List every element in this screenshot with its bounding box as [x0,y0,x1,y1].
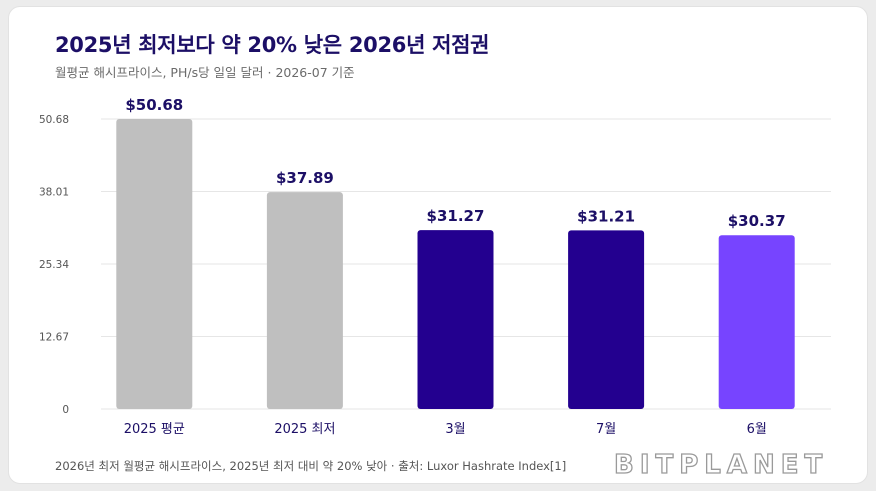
y-tick-label: 38.01 [39,187,69,199]
bar-value-label: $31.21 [577,207,635,225]
bar [718,235,795,409]
value-labels: $50.68 $37.89 $31.27 $31.21 $30.37 [125,96,785,230]
x-category-label: 6월 [747,422,767,437]
y-tick-label: 0 [62,404,69,416]
x-category-label: 2025 최저 [274,422,335,437]
bar [568,230,645,409]
x-axis-labels: 2025 평균 2025 최저 3월 7월 6월 [124,422,767,437]
chart-title: 2025년 최저보다 약 20% 낮은 2026년 저점권 [55,33,490,57]
y-tick-label: 25.34 [39,259,69,271]
footer-source-note: 2026년 최저 월평균 해시프라이스, 2025년 최저 대비 약 20% 낮… [55,459,567,473]
y-tick-label: 12.67 [39,332,69,344]
chart-card: 2025년 최저보다 약 20% 낮은 2026년 저점권 월평균 해시프라이스… [8,6,868,484]
y-axis-ticks: 0 12.67 25.34 38.01 50.68 [39,114,69,416]
x-category-label: 3월 [445,422,465,437]
bar-value-label: $37.89 [276,169,334,187]
bars [116,119,795,409]
bar [116,119,193,409]
y-tick-label: 50.68 [39,114,69,126]
bar [266,192,343,409]
bar-value-label: $31.27 [427,207,485,225]
bar-value-label: $50.68 [125,96,183,114]
bar-chart: 0 12.67 25.34 38.01 50.68 $50.68 $37.89 $31.27… [39,96,831,437]
chart-subtitle: 월평균 해시프라이스, PH/s당 일일 달러 · 2026-07 기준 [55,65,355,80]
x-category-label: 7월 [596,422,616,437]
brand-logo: BITPLANET [613,449,829,480]
bar-value-label: $30.37 [728,212,786,230]
bar [417,230,494,409]
x-category-label: 2025 평균 [124,422,185,437]
